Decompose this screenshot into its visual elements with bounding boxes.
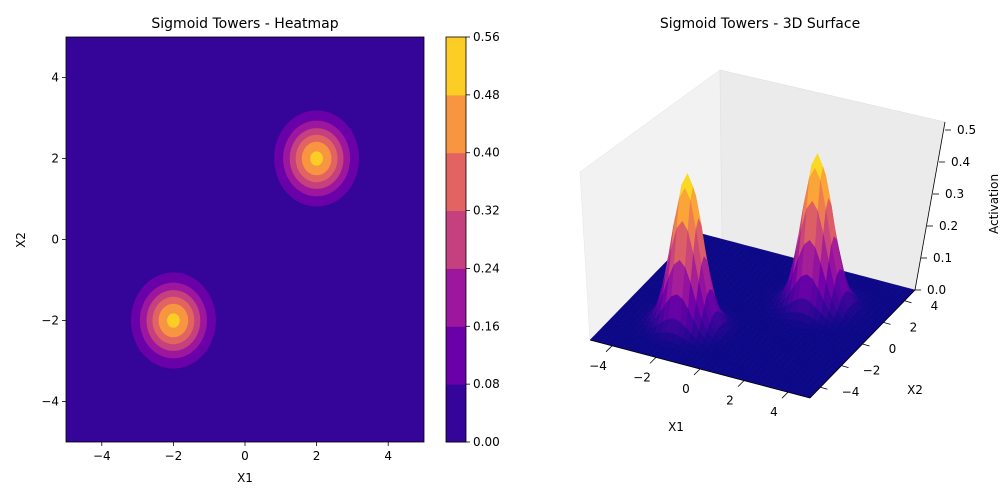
heatmap-x-tick-label: 0 bbox=[241, 449, 249, 463]
heatmap-y-label: X2 bbox=[14, 232, 28, 248]
heatmap-y-tick-label: 4 bbox=[51, 71, 59, 85]
surface-y-tick-label: −2 bbox=[863, 364, 881, 378]
surface-y-tick-label: 2 bbox=[910, 320, 918, 334]
surface-z-tick-label: 0.5 bbox=[957, 123, 976, 137]
heatmap-y-tick-label: 2 bbox=[51, 152, 59, 166]
surface-y-tick-label: 0 bbox=[889, 342, 897, 356]
surface-title: Sigmoid Towers - 3D Surface bbox=[660, 16, 860, 32]
heatmap-x-tick-label: 4 bbox=[384, 449, 392, 463]
colorbar-band-3 bbox=[446, 210, 466, 269]
surface-y-tick-label: −4 bbox=[842, 385, 860, 399]
heatmap-y-tick-label: −4 bbox=[41, 395, 59, 409]
surface-x-tick-mark bbox=[781, 391, 789, 399]
surface-x-tick-mark bbox=[605, 345, 613, 353]
heatmap-x-tick-label: −4 bbox=[93, 449, 111, 463]
surface-z-label: Activation bbox=[987, 174, 1000, 234]
colorbar-tick-label: 0.56 bbox=[473, 30, 500, 44]
colorbar-tick-label: 0.00 bbox=[473, 435, 500, 449]
colorbar-band-1 bbox=[446, 326, 466, 385]
colorbar-tick-label: 0.48 bbox=[473, 88, 500, 102]
heatmap-x-label: X1 bbox=[237, 471, 253, 485]
colorbar-band-2 bbox=[446, 268, 466, 327]
heatmap-background bbox=[66, 37, 424, 442]
surface-z-tick-label: 0.3 bbox=[945, 187, 964, 201]
contour-band-peak2-level6 bbox=[167, 313, 180, 328]
contour-band-peak1-level6 bbox=[310, 151, 323, 166]
heatmap-x-tick-label: 2 bbox=[313, 449, 321, 463]
surface-y-tick-mark bbox=[862, 343, 870, 347]
surface-x-tick-label: 0 bbox=[682, 382, 690, 396]
colorbar-band-0 bbox=[446, 384, 466, 443]
surface-x-label: X1 bbox=[668, 420, 684, 434]
colorbar-frame bbox=[445, 36, 467, 443]
heatmap-panel: Sigmoid Towers - Heatmap −4 −2 0 2 4 −4 −2 0 2 4… bbox=[14, 16, 425, 485]
heatmap-y-ticks: −4 −2 0 2 4 bbox=[41, 71, 66, 409]
surface-panel: Sigmoid Towers - 3D Surface −4−2024−4−20… bbox=[579, 16, 1000, 434]
surface-x-tick-label: 4 bbox=[770, 405, 778, 419]
surface-y-tick-mark bbox=[841, 365, 849, 368]
surface-z-tick-label: 0.2 bbox=[939, 219, 958, 233]
surface-z-tick-label: 0.0 bbox=[927, 283, 946, 297]
colorbar-tick-label: 0.32 bbox=[473, 204, 500, 218]
surface-x-tick-mark bbox=[693, 368, 701, 376]
heatmap-x-ticks: −4 −2 0 2 4 bbox=[93, 442, 392, 463]
heatmap-contours bbox=[130, 110, 360, 369]
surface-x-tick-label: −2 bbox=[633, 370, 651, 384]
colorbar-ticks: 0.00 0.08 0.16 0.24 0.32 0.40 0.48 0.56 bbox=[466, 30, 500, 449]
surface-x-tick-mark bbox=[737, 380, 745, 387]
colorbar-bands bbox=[446, 37, 466, 443]
z-axis-line bbox=[914, 121, 946, 291]
surface-z-tick-label: 0.1 bbox=[933, 251, 952, 265]
heatmap-x-tick-label: −2 bbox=[165, 449, 183, 463]
heatmap-y-tick-label: 0 bbox=[51, 233, 59, 247]
surface-y-tick-mark bbox=[883, 322, 891, 325]
colorbar-band-5 bbox=[446, 94, 466, 154]
surface-z-tick-label: 0.4 bbox=[951, 155, 970, 169]
colorbar-tick-label: 0.16 bbox=[473, 319, 500, 333]
colorbar-tick-label: 0.40 bbox=[473, 146, 500, 160]
surface-x-tick-label: −4 bbox=[589, 359, 607, 373]
surface-mesh bbox=[589, 153, 916, 399]
surface-y-tick-mark bbox=[904, 300, 912, 304]
surface-x-tick-label: 2 bbox=[726, 394, 734, 408]
heatmap-title: Sigmoid Towers - Heatmap bbox=[151, 16, 338, 32]
colorbar-tick-label: 0.24 bbox=[473, 261, 500, 275]
surface-y-tick-label: 4 bbox=[931, 299, 939, 313]
surface-y-tick-mark bbox=[820, 386, 828, 390]
surface-y-label: X2 bbox=[907, 383, 923, 397]
heatmap-y-tick-label: −2 bbox=[41, 314, 59, 328]
surface-x-tick-mark bbox=[649, 357, 657, 364]
colorbar-band-4 bbox=[446, 152, 466, 212]
colorbar-band-6 bbox=[446, 37, 466, 96]
colorbar: 0.00 0.08 0.16 0.24 0.32 0.40 0.48 0.56 bbox=[445, 30, 500, 449]
colorbar-tick-label: 0.08 bbox=[473, 377, 500, 391]
